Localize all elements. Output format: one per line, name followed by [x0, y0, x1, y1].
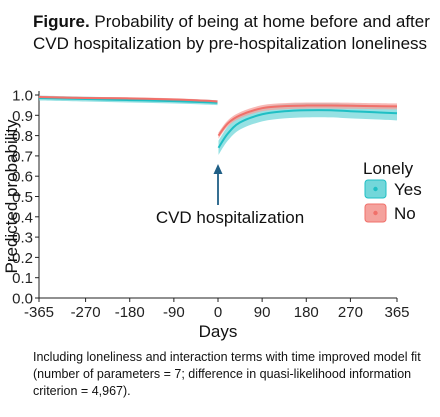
annotation-arrow-head — [213, 164, 223, 174]
figure-title-text: Probability of being at home before and … — [33, 12, 430, 53]
y-tick-label: 0.7 — [12, 148, 33, 165]
legend-dot-yes — [373, 186, 378, 192]
legend-title: Lonely — [363, 159, 414, 178]
annotation: CVD hospitalization — [156, 164, 304, 227]
y-tick-label: 0.8 — [12, 128, 33, 145]
y-tick-label: 0.9 — [12, 108, 33, 125]
x-tick-label: 0 — [214, 304, 222, 321]
x-axis-label: Days — [199, 322, 238, 341]
legend-label-yes: Yes — [394, 180, 422, 199]
x-tick-label: 90 — [254, 304, 271, 321]
line-no-post — [217, 104, 398, 137]
y-tick-label: 1.0 — [12, 88, 33, 105]
y-tick-label: 0.4 — [12, 209, 33, 226]
y-tick-label: 0.6 — [12, 169, 33, 186]
band-yes-post — [218, 102, 397, 155]
y-tick-label: 0.2 — [12, 250, 33, 267]
legend: Lonely Yes No — [363, 159, 422, 223]
line-no-pre — [38, 96, 218, 103]
x-tick-label: 180 — [294, 304, 319, 321]
y-tick-label: 0.3 — [12, 230, 33, 247]
series-lines — [38, 96, 398, 149]
figure-label: Figure. — [33, 12, 90, 31]
x-tick-label: 270 — [338, 304, 363, 321]
axes: 0.0 0.1 0.2 0.3 0.4 0.5 0.6 0.7 0.8 0.9 1.0 -365 -27… — [2, 88, 410, 342]
y-tick-label: 0.1 — [12, 270, 33, 287]
x-tick-label: 365 — [384, 304, 409, 321]
y-tick-label: 0.5 — [12, 189, 33, 206]
legend-dot-no — [373, 210, 378, 216]
x-tick-label: -180 — [115, 304, 145, 321]
legend-label-no: No — [394, 204, 416, 223]
y-axis-label: Predicted probability — [2, 119, 21, 274]
figure-note: Including loneliness and interaction ter… — [33, 350, 421, 398]
x-tick-label: -270 — [71, 304, 101, 321]
x-tick-label: -90 — [163, 304, 185, 321]
line-yes-post — [217, 109, 398, 149]
confidence-bands — [39, 95, 397, 155]
y-tick-label: 0.0 — [12, 291, 33, 308]
x-tick-label: -365 — [24, 304, 54, 321]
figure-title: Figure. Probability of being at home bef… — [33, 11, 433, 55]
annotation-label: CVD hospitalization — [156, 208, 304, 227]
